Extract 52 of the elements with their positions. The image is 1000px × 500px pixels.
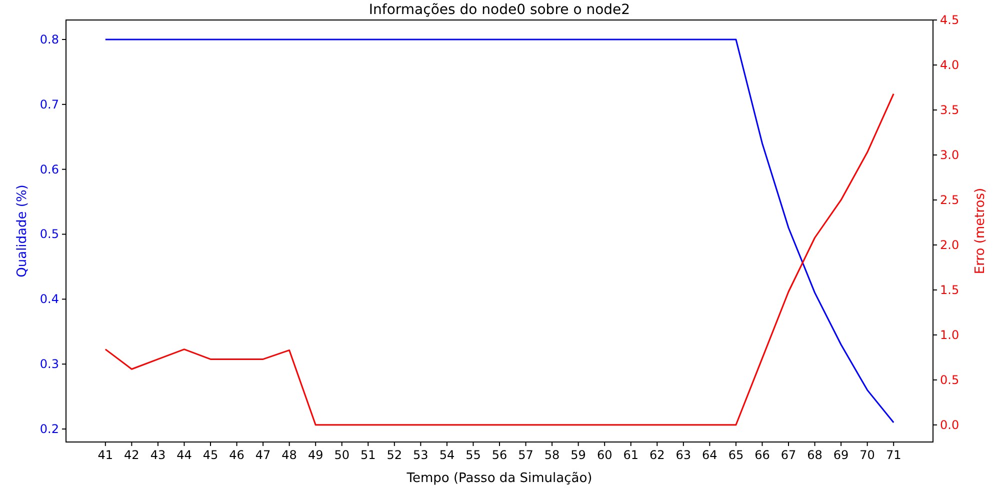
x-tick-label: 57 [518,448,534,462]
x-tick-label: 53 [413,448,428,462]
x-tick-label: 65 [728,448,744,462]
x-tick-label: 62 [649,448,665,462]
x-tick-label: 43 [150,448,166,462]
y2-tick-label: 0.5 [940,372,960,387]
x-tick-label: 61 [623,448,639,462]
y-tick-label: 0.2 [40,422,59,436]
x-tick-label: 71 [886,448,902,462]
x-tick-label: 51 [360,448,376,462]
x-tick-label: 58 [544,448,560,462]
x-tick-label: 46 [229,448,244,462]
x-tick-label: 48 [282,448,297,462]
x-tick-label: 69 [833,448,849,462]
x-tick-label: 56 [492,448,508,462]
x-tick-label: 68 [807,448,822,462]
x-tick-label: 52 [386,448,402,462]
x-tick-label: 54 [439,448,455,462]
y2-tick-label: 2.0 [940,238,960,252]
y2-tick-label: 4.0 [940,58,960,72]
y2-tick-label: 1.0 [940,328,960,342]
chart-title: Informações do node0 sobre o node2 [368,2,630,18]
y2-tick-label: 0.0 [940,418,960,432]
y-tick-label: 0.5 [40,227,59,242]
x-tick-label: 45 [202,448,218,462]
y-tick-label: 0.8 [40,32,59,46]
x-tick-label: 55 [466,448,481,462]
x-tick-label: 44 [176,448,192,462]
x-tick-label: 64 [702,448,718,462]
y-tick-label: 0.6 [40,162,59,176]
x-tick-label: 60 [596,448,612,462]
x-tick-label: 42 [124,448,140,462]
x-tick-label: 67 [780,448,796,462]
x-tick-label: 63 [676,448,692,462]
x-tick-label: 59 [570,448,586,462]
x-tick-label: 49 [308,448,324,462]
x-tick-label: 70 [860,448,875,462]
y2-tick-label: 4.5 [940,13,960,27]
y2-tick-label: 3.0 [940,148,960,162]
y-tick-label: 0.7 [40,97,59,112]
y2-tick-label: 1.5 [940,282,960,297]
y2-tick-label: 2.5 [940,192,960,207]
y-tick-label: 0.4 [40,292,59,306]
x-tick-label: 41 [98,448,114,462]
x-tick-label: 47 [255,448,271,462]
y-tick-label: 0.3 [40,357,59,372]
x-tick-label: 50 [334,448,350,462]
x-tick-label: 66 [754,448,770,462]
y2-tick-label: 3.5 [940,102,960,117]
x-axis-title: Tempo (Passo da Simulação) [406,471,592,486]
y-axis-title: Qualidade (%) [15,184,30,278]
y2-axis-title: Erro (metros) [973,188,988,274]
